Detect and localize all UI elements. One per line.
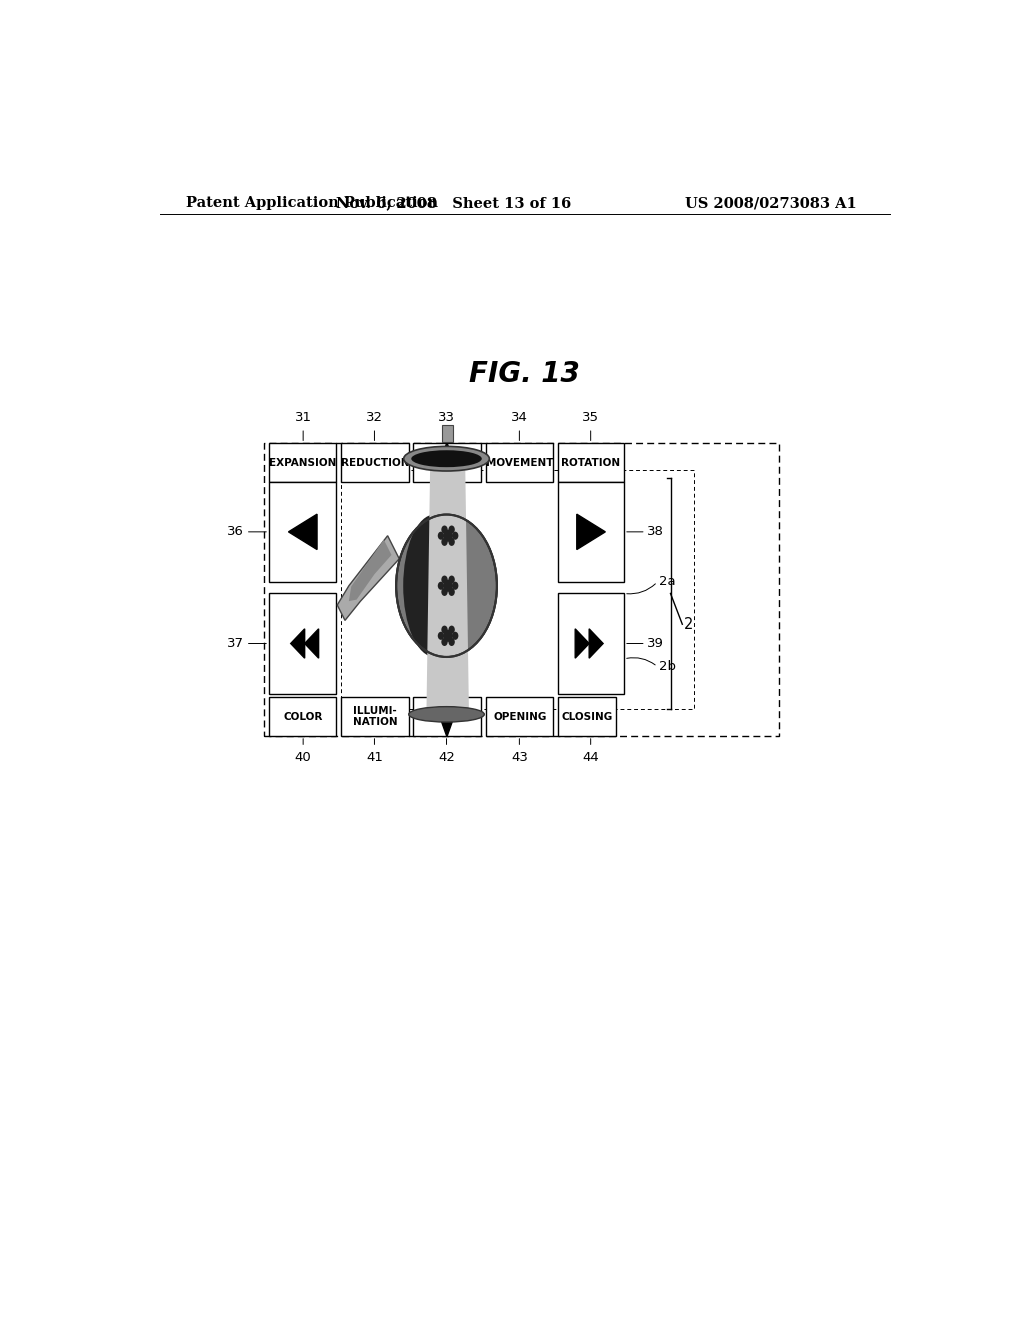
Text: 31: 31 xyxy=(295,411,311,424)
Text: 2b: 2b xyxy=(659,660,676,673)
Bar xyxy=(558,482,624,582)
Bar xyxy=(263,444,779,737)
Text: OPENING: OPENING xyxy=(494,711,547,722)
Text: 38: 38 xyxy=(647,525,665,539)
Text: US 2008/0273083 A1: US 2008/0273083 A1 xyxy=(685,197,857,210)
Circle shape xyxy=(452,582,459,590)
Polygon shape xyxy=(426,459,469,717)
Text: REDUCTION: REDUCTION xyxy=(341,458,409,467)
Circle shape xyxy=(449,537,455,546)
Text: 40: 40 xyxy=(295,751,311,764)
Text: 37: 37 xyxy=(227,638,244,649)
Ellipse shape xyxy=(403,446,489,471)
Text: 2a: 2a xyxy=(659,576,676,589)
Bar xyxy=(269,482,337,582)
Bar xyxy=(269,697,337,737)
Polygon shape xyxy=(337,536,399,620)
Circle shape xyxy=(441,525,447,533)
Bar xyxy=(486,444,554,482)
Ellipse shape xyxy=(396,515,497,657)
Ellipse shape xyxy=(409,706,484,722)
Bar xyxy=(341,444,409,482)
Bar xyxy=(558,697,616,737)
Circle shape xyxy=(441,576,447,583)
Text: 34: 34 xyxy=(511,411,527,424)
Ellipse shape xyxy=(403,515,466,657)
Bar xyxy=(341,470,693,709)
Bar xyxy=(558,444,624,482)
Circle shape xyxy=(441,638,447,645)
Bar xyxy=(414,444,480,482)
Polygon shape xyxy=(289,515,317,549)
Circle shape xyxy=(443,529,453,541)
Bar xyxy=(486,697,554,737)
Circle shape xyxy=(449,626,455,634)
Circle shape xyxy=(452,632,459,640)
Ellipse shape xyxy=(412,450,481,467)
Polygon shape xyxy=(291,628,305,659)
Text: 33: 33 xyxy=(438,411,455,424)
Bar xyxy=(341,697,409,737)
Circle shape xyxy=(437,632,444,640)
Text: MOVEMENT: MOVEMENT xyxy=(486,458,554,467)
Text: 43: 43 xyxy=(511,751,527,764)
Text: 32: 32 xyxy=(366,411,383,424)
Circle shape xyxy=(437,582,444,590)
Circle shape xyxy=(443,579,453,591)
Circle shape xyxy=(441,587,447,595)
Text: CLOSING: CLOSING xyxy=(561,711,612,722)
Polygon shape xyxy=(589,628,603,659)
Text: 36: 36 xyxy=(227,525,244,539)
Bar xyxy=(269,594,337,693)
Polygon shape xyxy=(349,540,391,601)
Circle shape xyxy=(441,537,447,546)
Circle shape xyxy=(449,587,455,595)
Polygon shape xyxy=(575,628,589,659)
Circle shape xyxy=(441,626,447,634)
Bar xyxy=(558,594,624,693)
Polygon shape xyxy=(432,697,461,737)
Circle shape xyxy=(449,525,455,533)
Text: COLOR: COLOR xyxy=(283,711,323,722)
Circle shape xyxy=(449,576,455,583)
Circle shape xyxy=(437,532,444,540)
Text: ROTATION: ROTATION xyxy=(561,458,621,467)
Circle shape xyxy=(452,532,459,540)
Polygon shape xyxy=(432,442,461,483)
Text: Patent Application Publication: Patent Application Publication xyxy=(186,197,438,210)
Polygon shape xyxy=(305,628,318,659)
Text: Nov. 6, 2008   Sheet 13 of 16: Nov. 6, 2008 Sheet 13 of 16 xyxy=(336,197,571,210)
Text: 41: 41 xyxy=(366,751,383,764)
Bar xyxy=(269,444,337,482)
Text: 2: 2 xyxy=(684,616,693,632)
Text: EXPANSION: EXPANSION xyxy=(269,458,337,467)
Bar xyxy=(414,697,480,737)
Text: 44: 44 xyxy=(583,751,599,764)
Text: 35: 35 xyxy=(583,411,599,424)
Circle shape xyxy=(443,630,453,642)
Text: 39: 39 xyxy=(647,638,665,649)
Text: ILLUMI-
NATION: ILLUMI- NATION xyxy=(352,706,397,727)
Polygon shape xyxy=(577,515,605,549)
Bar xyxy=(442,425,453,442)
Text: FIG. 13: FIG. 13 xyxy=(469,360,581,388)
Text: 42: 42 xyxy=(438,751,455,764)
Circle shape xyxy=(449,638,455,645)
